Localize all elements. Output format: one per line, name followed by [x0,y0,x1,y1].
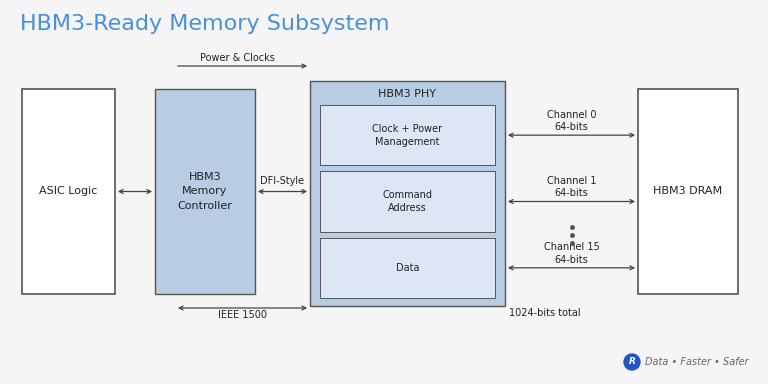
Text: HBM3
Memory
Controller: HBM3 Memory Controller [177,172,233,211]
Text: IEEE 1500: IEEE 1500 [218,310,267,320]
Text: Data: Data [396,263,419,273]
Text: ASIC Logic: ASIC Logic [39,187,98,197]
Text: 1024-bits total: 1024-bits total [509,308,581,318]
Text: Channel 1
64-bits: Channel 1 64-bits [547,176,596,199]
Bar [320,105,495,166]
Text: Data • Faster • Safer: Data • Faster • Safer [645,357,749,367]
Text: HBM3 PHY: HBM3 PHY [379,89,436,99]
Text: Power & Clocks: Power & Clocks [200,53,275,63]
Text: HBM3 DRAM: HBM3 DRAM [654,187,723,197]
Bar [155,89,255,294]
Text: Command
Address: Command Address [382,190,432,213]
Bar [320,171,495,232]
Bar [310,81,505,306]
Text: Channel 15
64-bits: Channel 15 64-bits [544,242,599,265]
Bar [22,89,115,294]
Bar [638,89,738,294]
Text: DFI-Style: DFI-Style [260,177,305,187]
Text: Channel 0
64-bits: Channel 0 64-bits [547,110,596,132]
Text: R: R [628,358,635,366]
Text: Clock + Power
Management: Clock + Power Management [372,124,442,147]
Text: HBM3-Ready Memory Subsystem: HBM3-Ready Memory Subsystem [20,14,389,34]
Bar [320,238,495,298]
Circle shape [624,354,640,370]
